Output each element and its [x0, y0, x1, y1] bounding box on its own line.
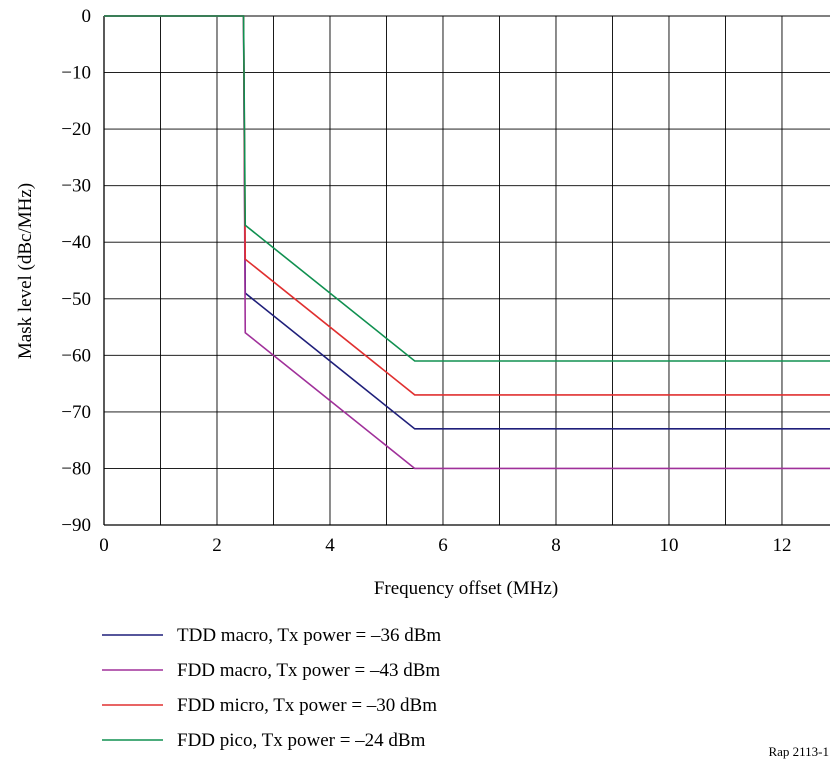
y-axis-label: Mask level (dBc/MHz): [15, 183, 36, 359]
legend-label: FDD pico, Tx power = –24 dBm: [177, 730, 426, 751]
legend-item: FDD pico, Tx power = –24 dBm: [102, 730, 426, 751]
x-tick-label: 6: [438, 535, 448, 556]
series-lines: [104, 15, 830, 470]
x-tick-label: 10: [659, 535, 678, 556]
legend: TDD macro, Tx power = –36 dBm FDD macro, …: [102, 625, 441, 751]
series-line-0: [104, 15, 830, 430]
x-axis-ticks: 0 2 4 6 8 10 12: [99, 535, 791, 556]
y-tick-label: −10: [61, 63, 91, 84]
y-tick-label: 0: [82, 6, 92, 27]
y-tick-label: −60: [61, 345, 91, 366]
x-tick-label: 4: [325, 535, 335, 556]
x-tick-label: 8: [551, 535, 561, 556]
legend-item: FDD macro, Tx power = –43 dBm: [102, 660, 440, 681]
x-tick-label: 12: [772, 535, 791, 556]
y-tick-label: −70: [61, 402, 91, 423]
legend-label: TDD macro, Tx power = –36 dBm: [177, 625, 441, 646]
x-tick-label: 2: [212, 535, 222, 556]
legend-item: TDD macro, Tx power = –36 dBm: [102, 625, 441, 646]
x-axis-label: Frequency offset (MHz): [374, 578, 558, 599]
y-tick-label: −20: [61, 119, 91, 140]
legend-item: FDD micro, Tx power = –30 dBm: [102, 695, 437, 716]
y-tick-label: −40: [61, 232, 91, 253]
y-tick-label: −90: [61, 515, 91, 536]
y-axis-ticks: 0 −10 −20 −30 −40 −50 −60 −70 −80 −90: [61, 6, 91, 536]
legend-label: FDD micro, Tx power = –30 dBm: [177, 695, 437, 716]
grid: [103, 15, 830, 526]
x-tick-label: 0: [99, 535, 109, 556]
legend-label: FDD macro, Tx power = –43 dBm: [177, 660, 440, 681]
figure-reference: Rap 2113-1: [768, 744, 829, 759]
y-tick-label: −80: [61, 458, 91, 479]
series-line-3: [104, 15, 830, 362]
y-tick-label: −50: [61, 289, 91, 310]
y-tick-label: −30: [61, 176, 91, 197]
